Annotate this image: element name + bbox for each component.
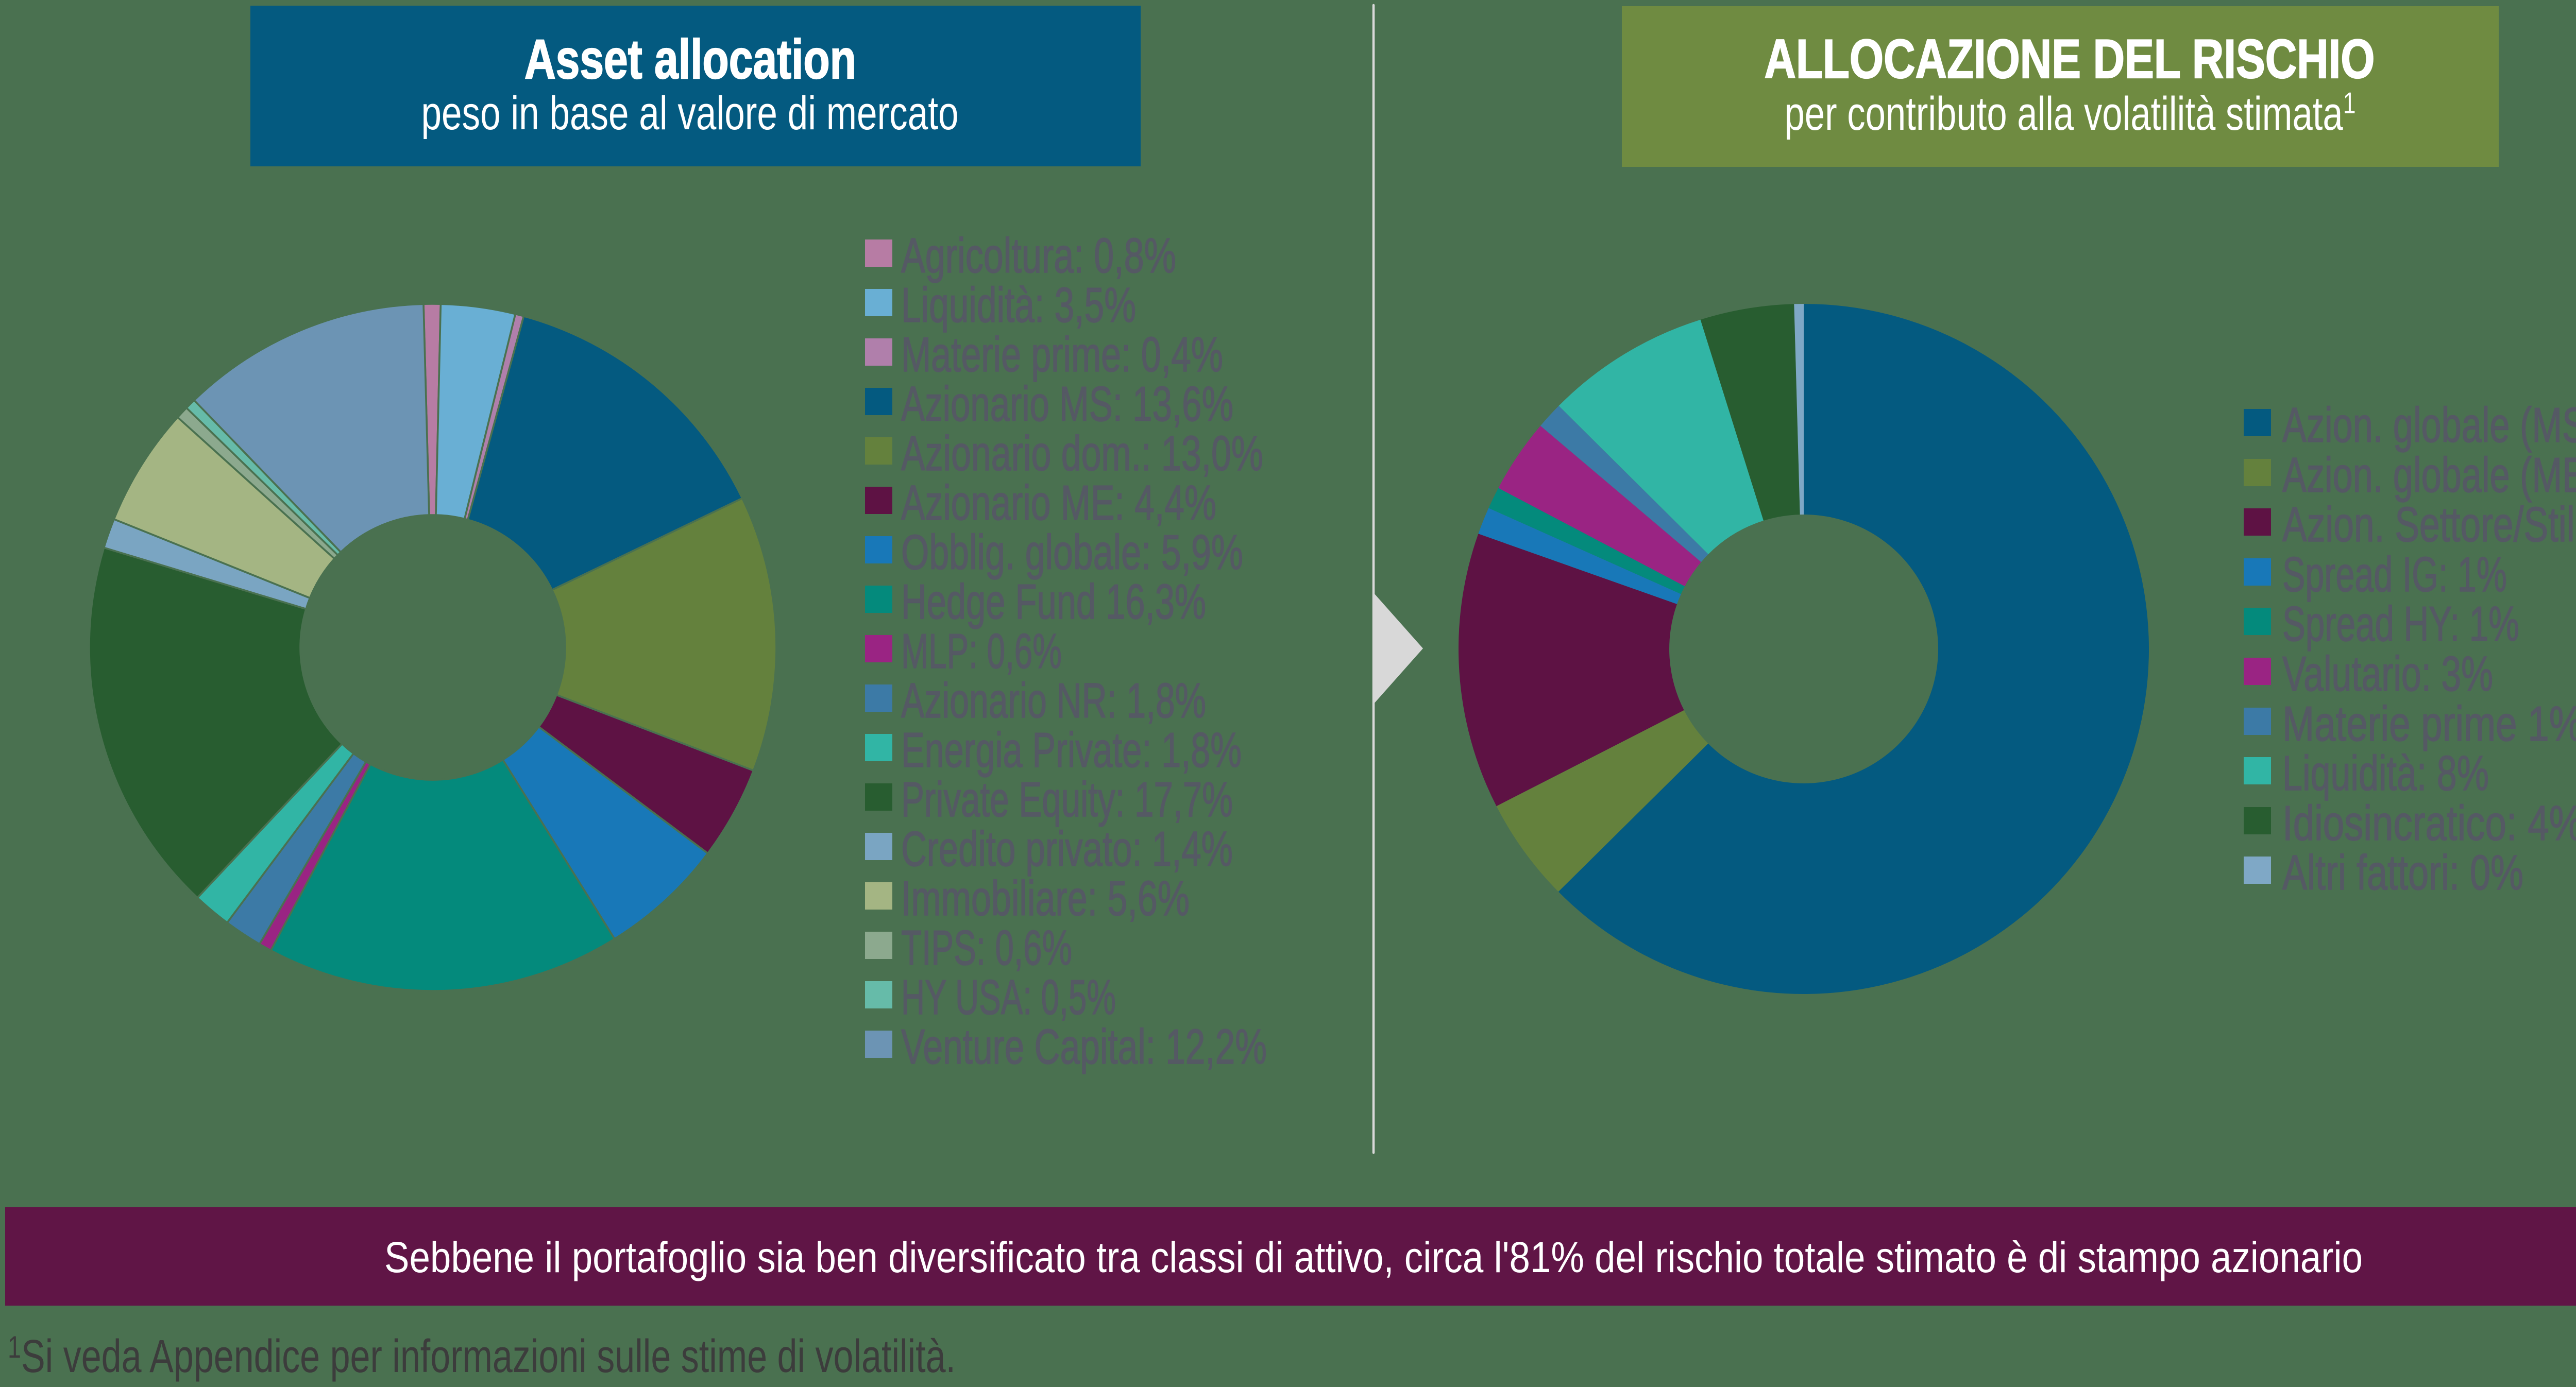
svg-text:Azionario NR: 1,8%: Azionario NR: 1,8% [901, 673, 1206, 728]
svg-text:1Si veda Appendice per informa: 1Si veda Appendice per informazioni sull… [8, 1330, 956, 1382]
svg-text:Immobiliare: 5,6%: Immobiliare: 5,6% [901, 871, 1190, 926]
svg-text:Idiosincratico: 4%: Idiosincratico: 4% [2282, 796, 2576, 851]
svg-text:per contributo alla volatilità: per contributo alla volatilità stimata1 [1785, 87, 2356, 140]
svg-text:Azion. Settore/Stile: 13%: Azion. Settore/Stile: 13% [2282, 497, 2576, 552]
svg-text:Materie prime: 0,4%: Materie prime: 0,4% [901, 327, 1223, 382]
svg-text:ALLOCAZIONE DEL RISCHIO: ALLOCAZIONE DEL RISCHIO [1765, 28, 2375, 90]
svg-text:Sebbene il portafoglio sia ben: Sebbene il portafoglio sia ben diversifi… [384, 1233, 2363, 1281]
svg-text:Azion. globale (ME): 5%: Azion. globale (ME): 5% [2282, 448, 2576, 503]
svg-text:Liquidità: 8%: Liquidità: 8% [2282, 746, 2489, 801]
svg-text:Liquidità: 3,5%: Liquidità: 3,5% [901, 278, 1136, 333]
svg-text:Energia Private: 1,8%: Energia Private: 1,8% [901, 723, 1242, 778]
svg-text:Azionario MS: 13,6%: Azionario MS: 13,6% [901, 376, 1233, 432]
svg-text:Materie prime 1%: Materie prime 1% [2282, 696, 2576, 751]
svg-text:Credito privato: 1,4%: Credito privato: 1,4% [901, 821, 1233, 877]
svg-text:Asset allocation: Asset allocation [524, 28, 856, 90]
svg-text:Azion. globale (MS): 63%: Azion. globale (MS): 63% [2282, 398, 2576, 453]
svg-text:Agricoltura: 0,8%: Agricoltura: 0,8% [901, 228, 1176, 283]
svg-text:Spread IG: 1%: Spread IG: 1% [2282, 547, 2507, 602]
svg-text:MLP: 0,6%: MLP: 0,6% [901, 624, 1062, 679]
svg-text:Spread HY: 1%: Spread HY: 1% [2282, 596, 2519, 652]
svg-text:HY USA: 0,5%: HY USA: 0,5% [901, 970, 1116, 1025]
svg-text:Hedge Fund 16,3%: Hedge Fund 16,3% [901, 574, 1206, 629]
svg-text:Obblig. globale: 5,9%: Obblig. globale: 5,9% [901, 525, 1243, 580]
svg-text:peso in base al valore di merc: peso in base al valore di mercato [421, 87, 959, 140]
svg-text:TIPS: 0,6%: TIPS: 0,6% [901, 920, 1072, 975]
svg-text:Altri fattori: 0%: Altri fattori: 0% [2282, 845, 2523, 900]
svg-text:Valutario: 3%: Valutario: 3% [2282, 646, 2493, 701]
svg-text:Azionario ME: 4,4%: Azionario ME: 4,4% [901, 475, 1216, 530]
svg-text:Venture Capital: 12,2%: Venture Capital: 12,2% [901, 1019, 1267, 1074]
svg-text:Azionario dom.: 13,0%: Azionario dom.: 13,0% [901, 426, 1263, 481]
svg-text:Private Equity: 17,7%: Private Equity: 17,7% [901, 772, 1233, 827]
